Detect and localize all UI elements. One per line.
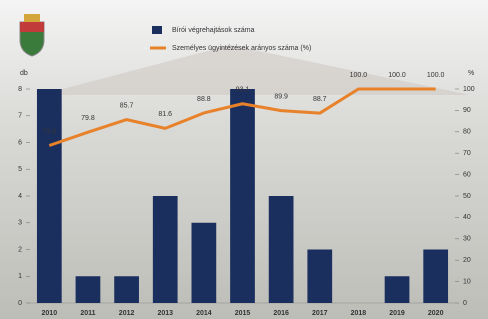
y2-tick-label: 40: [463, 214, 471, 221]
data-label: 93.1: [236, 87, 250, 94]
y-tick-label: 4: [18, 193, 22, 200]
bar: [385, 276, 410, 303]
legend-label: Személyes ügyintézések arányos száma (%): [172, 45, 311, 52]
bar: [114, 276, 139, 303]
bar: [423, 250, 448, 304]
x-tick-label: 2020: [428, 310, 444, 317]
data-label: 79.8: [81, 115, 95, 122]
y2-axis-unit: %: [468, 70, 474, 77]
bar: [230, 89, 255, 303]
x-tick-label: 2014: [196, 310, 212, 317]
legend-label: Bírói végrehajtások száma: [172, 27, 255, 34]
y2-tick-label: 0: [463, 300, 467, 307]
y-axis-unit: db: [20, 70, 28, 77]
y2-tick-label: 100: [463, 86, 475, 93]
y-tick-label: 3: [18, 220, 22, 227]
y-tick-label: 7: [18, 113, 22, 120]
y-tick-label: 5: [18, 166, 22, 173]
y-tick-label: 6: [18, 139, 22, 146]
data-label: 81.6: [158, 111, 172, 118]
y2-tick-label: 20: [463, 257, 471, 264]
x-tick-label: 2011: [80, 310, 95, 317]
y-tick-label: 0: [18, 300, 22, 307]
y2-tick-label: 30: [463, 236, 471, 243]
y2-tick-label: 50: [463, 193, 471, 200]
x-tick-label: 2012: [119, 310, 135, 317]
data-label: 73.6: [43, 128, 57, 135]
x-tick-label: 2019: [389, 310, 405, 317]
data-label: 85.7: [120, 102, 134, 109]
data-label: 100.0: [388, 72, 406, 79]
data-label: 88.7: [313, 96, 327, 103]
y2-tick-label: 80: [463, 129, 471, 136]
y2-tick-label: 10: [463, 278, 471, 285]
bar: [307, 250, 332, 304]
legend-swatch: [152, 26, 162, 34]
x-tick-label: 2018: [351, 310, 367, 317]
bar: [269, 196, 294, 303]
bar: [153, 196, 178, 303]
y-tick-label: 2: [18, 246, 22, 253]
y-tick-label: 1: [18, 273, 22, 280]
y2-tick-label: 70: [463, 150, 471, 157]
x-tick-label: 2010: [42, 310, 58, 317]
x-tick-label: 2015: [235, 310, 251, 317]
y2-tick-label: 90: [463, 107, 471, 114]
bar: [192, 223, 217, 303]
data-label: 100.0: [427, 72, 445, 79]
x-tick-label: 2013: [157, 310, 173, 317]
bar: [37, 89, 62, 303]
data-label: 89.9: [274, 93, 288, 100]
x-tick-label: 2017: [312, 310, 328, 317]
y-tick-label: 8: [18, 86, 22, 93]
data-label: 100.0: [350, 72, 368, 79]
y2-tick-label: 60: [463, 171, 471, 178]
data-label: 88.8: [197, 96, 211, 103]
bar: [76, 276, 101, 303]
x-tick-label: 2016: [273, 310, 289, 317]
chart: db % 01234567801020304050607080901002010…: [0, 0, 488, 319]
